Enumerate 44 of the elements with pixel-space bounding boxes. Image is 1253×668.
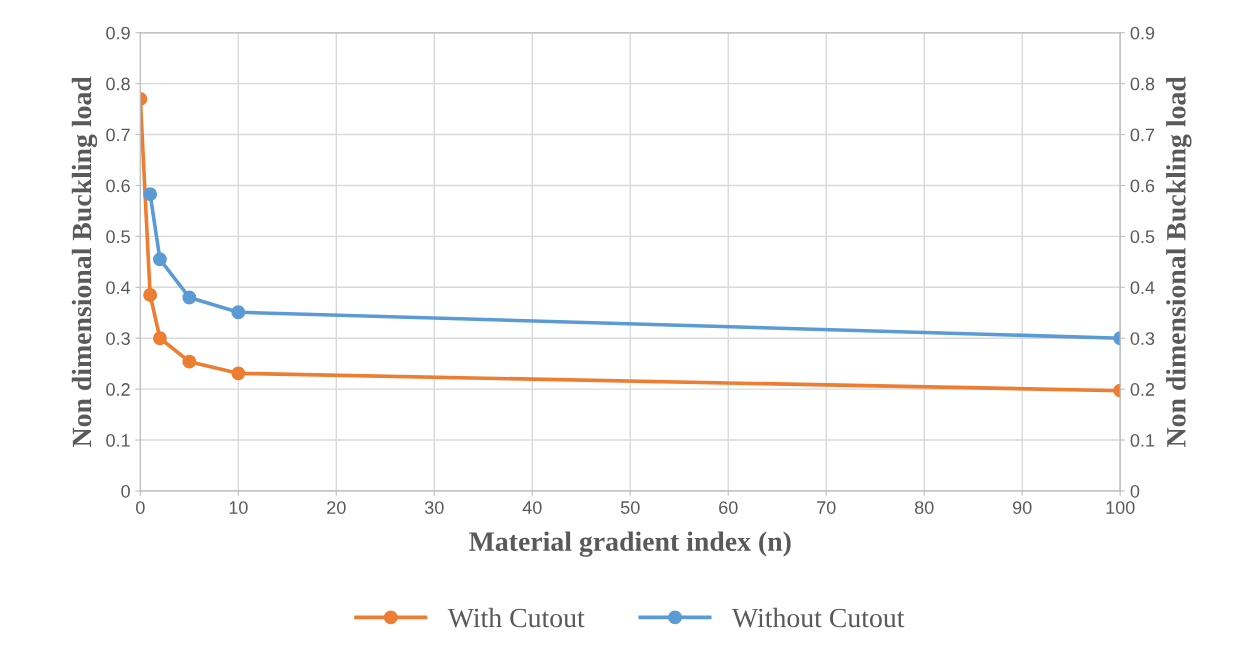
point <box>143 187 158 202</box>
x-tick-label: 50 <box>620 501 640 514</box>
y2-tick-label: 0.6 <box>1130 179 1155 193</box>
x-tick-label: 100 <box>1106 501 1135 514</box>
point <box>182 354 197 369</box>
x-tick-label: 40 <box>522 501 542 514</box>
y2-axis-title: Non dimensional Buckling load <box>1166 76 1192 447</box>
y-tick-label: 0.1 <box>106 434 130 447</box>
x-tick-label: 20 <box>327 501 346 514</box>
y-tick-label: 0 <box>121 484 130 498</box>
y-tick-label: 0.8 <box>106 77 130 91</box>
x-tick-label: 10 <box>229 501 248 514</box>
x-tick-label: 60 <box>719 501 738 514</box>
point <box>152 252 167 267</box>
y-tick-label: 0.2 <box>106 383 130 396</box>
x-tick-label: 30 <box>424 501 444 514</box>
y2-tick-label: 0.7 <box>1130 128 1155 142</box>
x-tick-label: 80 <box>914 501 934 514</box>
y-tick-label: 0.4 <box>106 281 131 295</box>
y2-tick-label: 0.4 <box>1130 281 1155 295</box>
y-tick-label: 0.3 <box>106 332 130 345</box>
y-axis-title: Non dimensional Buckling load <box>71 76 98 447</box>
x-tick-label: 90 <box>1013 501 1032 514</box>
x-axis-title: Material gradient index (n) <box>469 531 791 557</box>
point <box>231 366 246 381</box>
x-tick-label: 0 <box>136 501 145 514</box>
legend-label: With Cutout <box>447 607 585 628</box>
point <box>152 331 167 346</box>
y2-tick-label: 0.5 <box>1130 230 1155 244</box>
y-tick-label: 0.7 <box>106 128 130 142</box>
point <box>143 288 158 302</box>
y2-tick-label: 0.2 <box>1130 383 1155 396</box>
point <box>182 290 197 305</box>
x-tick-label: 70 <box>817 501 836 514</box>
y2-tick-label: 0.3 <box>1130 332 1155 345</box>
point <box>231 305 246 320</box>
y-tick-label: 0.6 <box>106 179 130 193</box>
y-tick-label: 0.9 <box>106 26 130 40</box>
legend-label: Without Cutout <box>731 607 905 628</box>
y2-tick-label: 0.1 <box>1130 434 1155 447</box>
y2-tick-label: 0.9 <box>1130 26 1155 40</box>
y-tick-label: 0.5 <box>106 230 130 244</box>
y2-tick-label: 0 <box>1130 484 1140 498</box>
y2-tick-label: 0.8 <box>1130 77 1155 91</box>
